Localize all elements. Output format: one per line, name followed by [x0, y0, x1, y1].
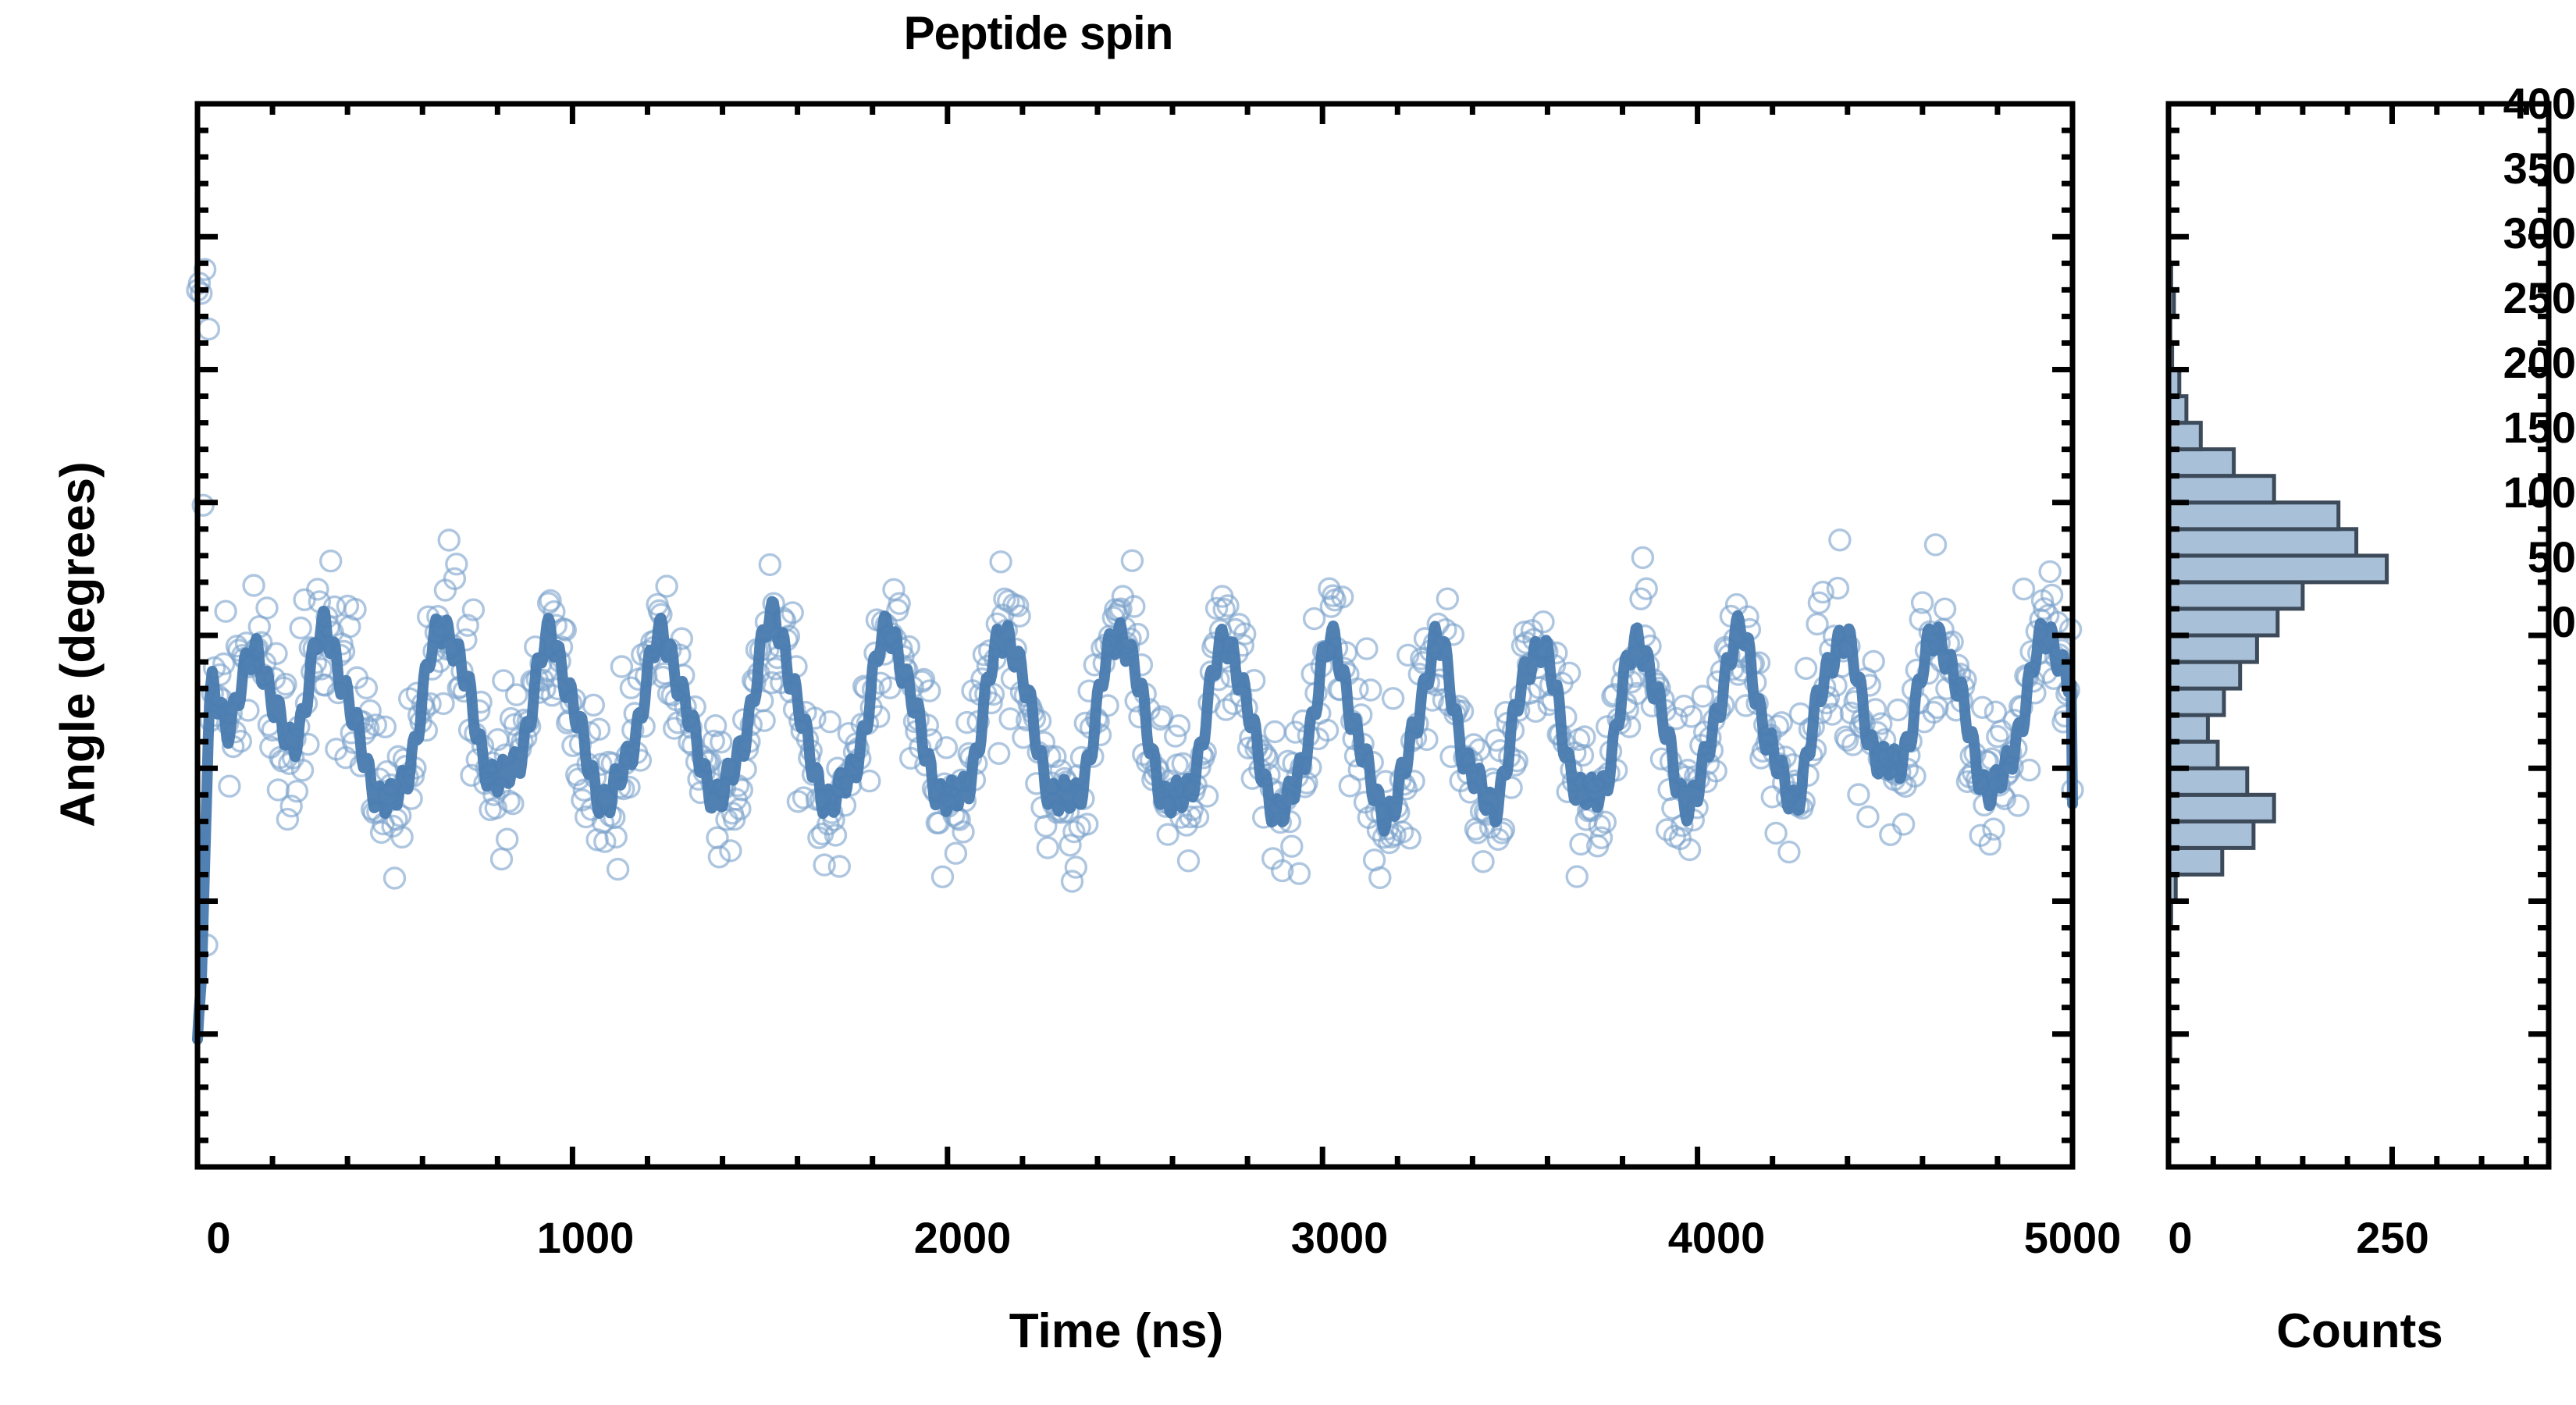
x-tick-5000: 5000 — [2023, 1213, 2122, 1262]
page-title: Peptide spin — [903, 7, 1174, 59]
scatter-markers — [186, 258, 2084, 957]
x-tick-0: 0 — [206, 1213, 231, 1262]
histogram-bars — [2166, 261, 2389, 1063]
x-tick-2000: 2000 — [913, 1213, 1012, 1262]
y-tick-0: 0 — [2551, 597, 2576, 646]
hist-x-tick-250: 250 — [2356, 1213, 2429, 1262]
y-tick-300: 300 — [2503, 208, 2576, 258]
y-tick-250: 250 — [2503, 273, 2576, 322]
hist-x-axis-label: Counts — [2276, 1304, 2443, 1358]
x-axis-label: Time (ns) — [1009, 1304, 1224, 1358]
y-tick-200: 200 — [2503, 338, 2576, 387]
running-average-line — [192, 596, 2078, 1045]
hist-x-tick-0: 0 — [2168, 1213, 2193, 1262]
x-tick-4000: 4000 — [1667, 1213, 1766, 1262]
y-tick-150: 150 — [2503, 403, 2576, 452]
axes-frame — [194, 101, 2552, 1170]
x-tick-3000: 3000 — [1290, 1213, 1389, 1262]
y-tick-50: 50 — [2527, 532, 2576, 582]
x-tick-1000: 1000 — [536, 1213, 635, 1262]
